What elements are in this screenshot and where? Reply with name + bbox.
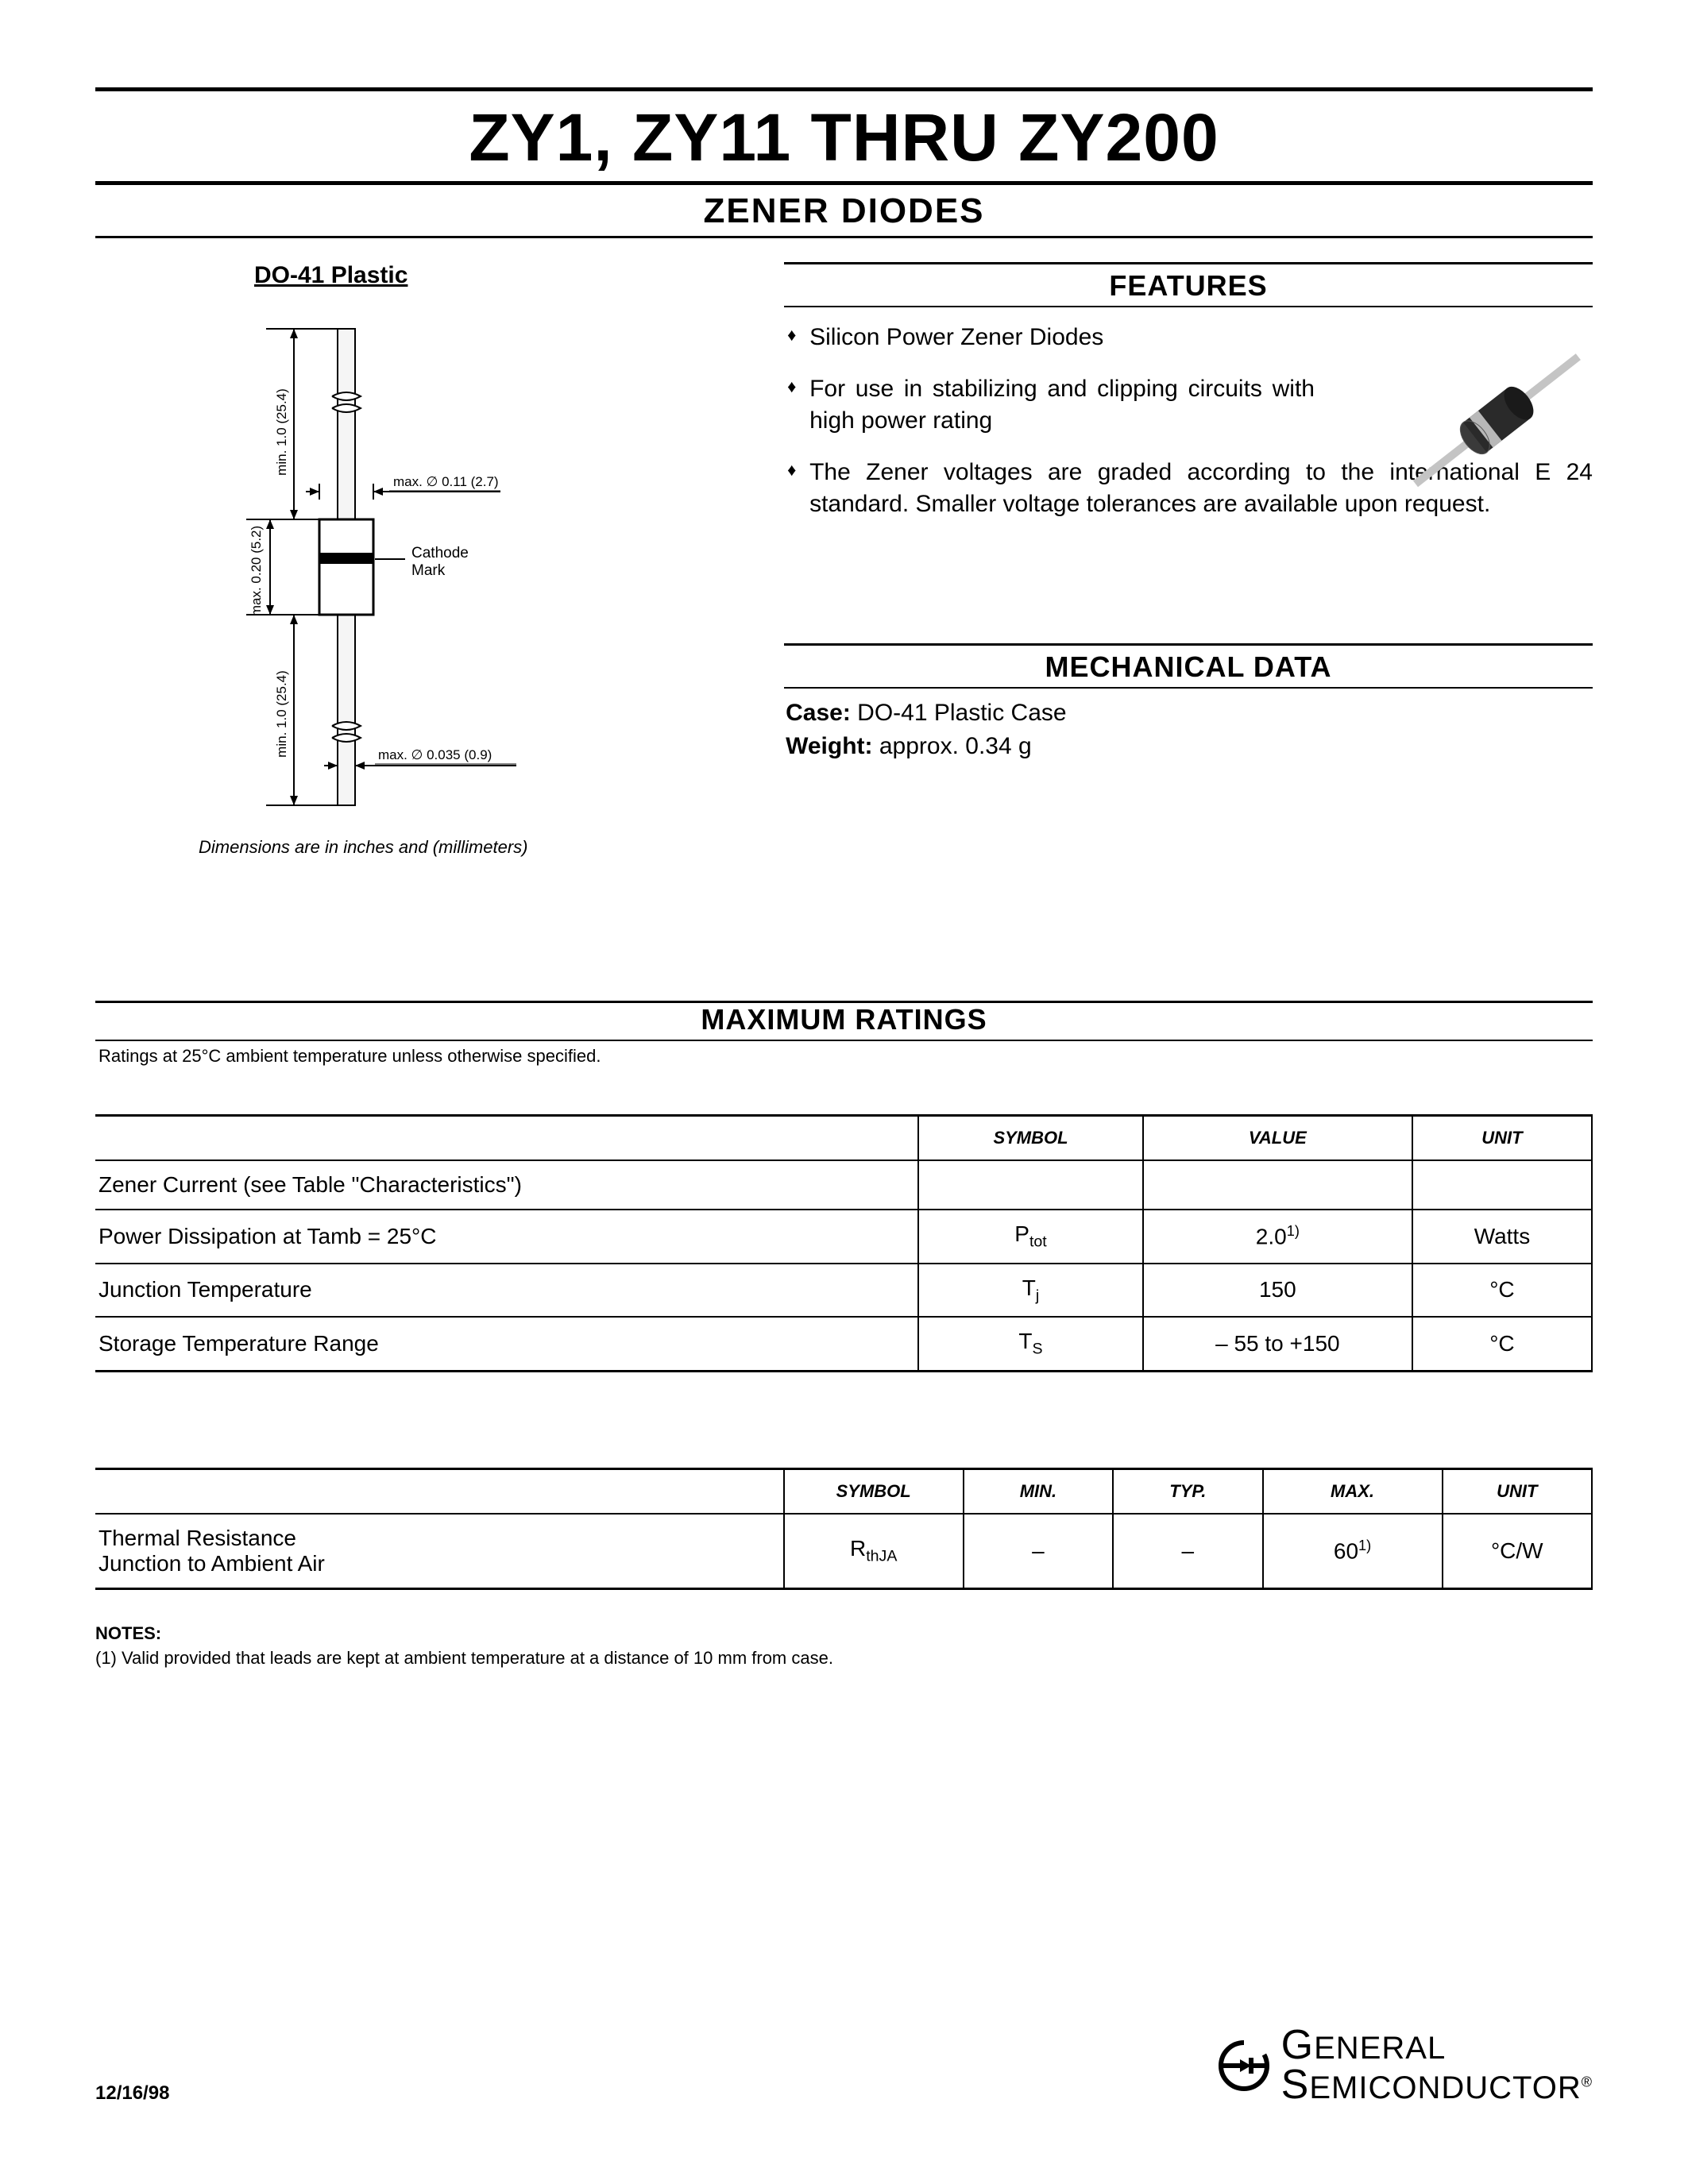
diode-illustration bbox=[1410, 334, 1585, 508]
weight-label: Weight: bbox=[786, 733, 872, 759]
logo-line2: EMICONDUCTOR bbox=[1309, 2070, 1581, 2105]
notes-heading: NOTES: bbox=[95, 1622, 1593, 1646]
table-row: Thermal ResistanceJunction to Ambient Ai… bbox=[95, 1514, 1592, 1589]
page-footer: 12/16/98 GENERAL SEMICONDUCTOR® bbox=[95, 2026, 1593, 2105]
col-value: VALUE bbox=[1143, 1116, 1412, 1161]
features-heading: FEATURES bbox=[784, 264, 1593, 306]
cell-param: Storage Temperature Range bbox=[95, 1317, 918, 1371]
table-header-row: SYMBOL VALUE UNIT bbox=[95, 1116, 1592, 1161]
table-row: Storage Temperature Range TS – 55 to +15… bbox=[95, 1317, 1592, 1371]
table-row: Power Dissipation at Tamb = 25°C Ptot 2.… bbox=[95, 1210, 1592, 1264]
cell-symbol: Tj bbox=[918, 1264, 1143, 1318]
cell-symbol: Ptot bbox=[918, 1210, 1143, 1264]
case-value: DO-41 Plastic Case bbox=[851, 700, 1067, 726]
page-subtitle: ZENER DIODES bbox=[95, 185, 1593, 236]
cell-unit: Watts bbox=[1412, 1210, 1592, 1264]
table-row: Zener Current (see Table "Characteristic… bbox=[95, 1160, 1592, 1210]
cell-unit: °C bbox=[1412, 1264, 1592, 1318]
cell-value: 2.01) bbox=[1143, 1210, 1412, 1264]
table-row: Junction Temperature Tj 150 °C bbox=[95, 1264, 1592, 1318]
cell-param: Junction Temperature bbox=[95, 1264, 918, 1318]
col-min: MIN. bbox=[964, 1468, 1113, 1514]
svg-text:max. ∅ 0.035 (0.9): max. ∅ 0.035 (0.9) bbox=[378, 747, 492, 762]
col-typ: TYP. bbox=[1113, 1468, 1262, 1514]
logo-line1: ENERAL bbox=[1314, 2031, 1446, 2066]
notes-block: NOTES: (1) Valid provided that leads are… bbox=[95, 1622, 1593, 1671]
package-column: DO-41 Plastic bbox=[95, 262, 784, 858]
cell-value bbox=[1143, 1160, 1412, 1210]
weight-value: approx. 0.34 g bbox=[873, 733, 1032, 759]
two-column-layout: DO-41 Plastic bbox=[95, 262, 1593, 858]
maxratings-heading: MAXIMUM RATINGS bbox=[95, 1003, 1593, 1040]
svg-text:min. 1.0 (25.4): min. 1.0 (25.4) bbox=[274, 670, 289, 758]
cell-unit: °C/W bbox=[1443, 1514, 1592, 1589]
ratings-condition-note: Ratings at 25°C ambient temperature unle… bbox=[95, 1041, 1593, 1067]
col-max: MAX. bbox=[1263, 1468, 1443, 1514]
ratings-table-2: SYMBOL MIN. TYP. MAX. UNIT Thermal Resis… bbox=[95, 1468, 1593, 1590]
footer-date: 12/16/98 bbox=[95, 2082, 169, 2105]
rule-under-subtitle bbox=[95, 236, 1593, 238]
cell-min: – bbox=[964, 1514, 1113, 1589]
mechdata-heading: MECHANICAL DATA bbox=[784, 646, 1593, 687]
dimensions-note: Dimensions are in inches and (millimeter… bbox=[199, 837, 760, 858]
cell-max: 601) bbox=[1263, 1514, 1443, 1589]
note-item: (1) Valid provided that leads are kept a… bbox=[95, 1646, 1593, 1671]
cell-symbol: RthJA bbox=[784, 1514, 964, 1589]
cell-unit: °C bbox=[1412, 1317, 1592, 1371]
cell-value: – 55 to +150 bbox=[1143, 1317, 1412, 1371]
cell-param: Zener Current (see Table "Characteristic… bbox=[95, 1160, 918, 1210]
table-header-row: SYMBOL MIN. TYP. MAX. UNIT bbox=[95, 1468, 1592, 1514]
cell-typ: – bbox=[1113, 1514, 1262, 1589]
ratings-table-1: SYMBOL VALUE UNIT Zener Current (see Tab… bbox=[95, 1114, 1593, 1372]
svg-text:max. 0.20 (5.2): max. 0.20 (5.2) bbox=[249, 526, 264, 616]
package-label: DO-41 Plastic bbox=[254, 262, 760, 289]
logo-text: GENERAL SEMICONDUCTOR® bbox=[1281, 2026, 1593, 2105]
svg-text:min. 1.0 (25.4): min. 1.0 (25.4) bbox=[274, 388, 289, 476]
logo-icon bbox=[1216, 2038, 1272, 2093]
mechdata-body: Case: DO-41 Plastic Case Weight: approx.… bbox=[784, 689, 1593, 763]
svg-text:max. ∅ 0.11 (2.7): max. ∅ 0.11 (2.7) bbox=[393, 474, 499, 489]
col-symbol: SYMBOL bbox=[918, 1116, 1143, 1161]
col-unit: UNIT bbox=[1443, 1468, 1592, 1514]
cell-symbol bbox=[918, 1160, 1143, 1210]
col-unit: UNIT bbox=[1412, 1116, 1592, 1161]
cell-unit bbox=[1412, 1160, 1592, 1210]
svg-text:Mark: Mark bbox=[411, 562, 446, 579]
col-param bbox=[95, 1468, 784, 1514]
cell-param: Thermal ResistanceJunction to Ambient Ai… bbox=[95, 1514, 784, 1589]
svg-text:Cathode: Cathode bbox=[411, 545, 469, 561]
cell-value: 150 bbox=[1143, 1264, 1412, 1318]
page-title: ZY1, ZY11 THRU ZY200 bbox=[95, 91, 1593, 181]
max-ratings-section: MAXIMUM RATINGS Ratings at 25°C ambient … bbox=[95, 1001, 1593, 1670]
col-symbol: SYMBOL bbox=[784, 1468, 964, 1514]
cell-param: Power Dissipation at Tamb = 25°C bbox=[95, 1210, 918, 1264]
cell-symbol: TS bbox=[918, 1317, 1143, 1371]
col-param bbox=[95, 1116, 918, 1161]
case-label: Case: bbox=[786, 700, 851, 726]
company-logo: GENERAL SEMICONDUCTOR® bbox=[1216, 2026, 1593, 2105]
package-drawing: min. 1.0 (25.4) max. 0.20 (5.2) min. 1.0… bbox=[199, 321, 580, 813]
